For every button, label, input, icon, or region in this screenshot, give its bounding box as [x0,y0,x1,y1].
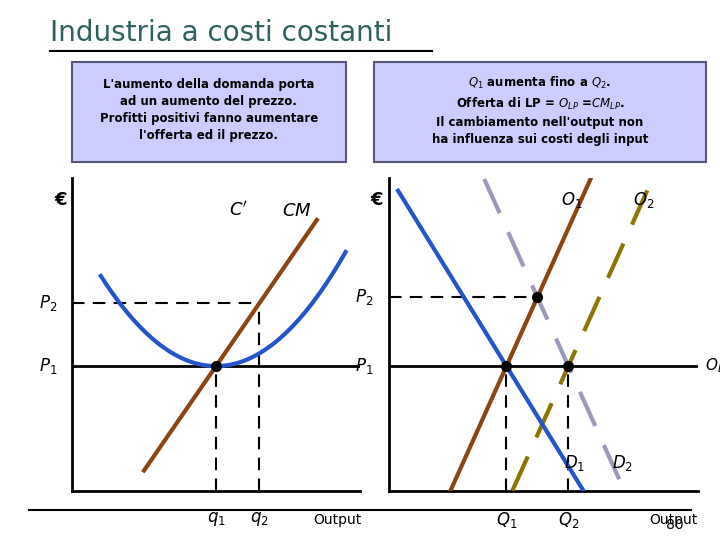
Text: $D_2$: $D_2$ [612,453,633,473]
Text: Output: Output [649,514,698,528]
Text: $O_2$: $O_2$ [633,190,654,210]
Text: $P_2$: $P_2$ [355,287,373,307]
Text: €: € [370,191,382,209]
Text: $Q_1$ aumenta fino a $Q_2$.
Offerta di LP = $O_{LP}$ =$CM_{LP}$.
Il cambiamento : $Q_1$ aumenta fino a $Q_2$. Offerta di L… [432,75,648,146]
Text: 80: 80 [667,518,684,532]
Text: Industria a costi costanti: Industria a costi costanti [50,19,393,47]
Text: $Q_1$: $Q_1$ [495,510,517,530]
Text: $P_1$: $P_1$ [355,356,373,376]
Text: Output: Output [312,514,361,528]
Text: $q_2$: $q_2$ [250,510,269,528]
Text: L'aumento della domanda porta
ad un aumento del prezzo.
Profitti positivi fanno : L'aumento della domanda porta ad un aume… [99,78,318,142]
Text: $CM$: $CM$ [282,202,312,220]
Text: $P_1$: $P_1$ [39,356,58,376]
Text: $P_2$: $P_2$ [40,293,58,314]
Text: $O_1$: $O_1$ [562,190,583,210]
Text: $C'$: $C'$ [230,201,248,220]
Text: $O_{LP}$: $O_{LP}$ [705,357,720,375]
Text: $q_1$: $q_1$ [207,510,225,528]
Text: $D_1$: $D_1$ [564,453,585,473]
Text: €: € [54,191,67,209]
Text: $Q_2$: $Q_2$ [558,510,579,530]
